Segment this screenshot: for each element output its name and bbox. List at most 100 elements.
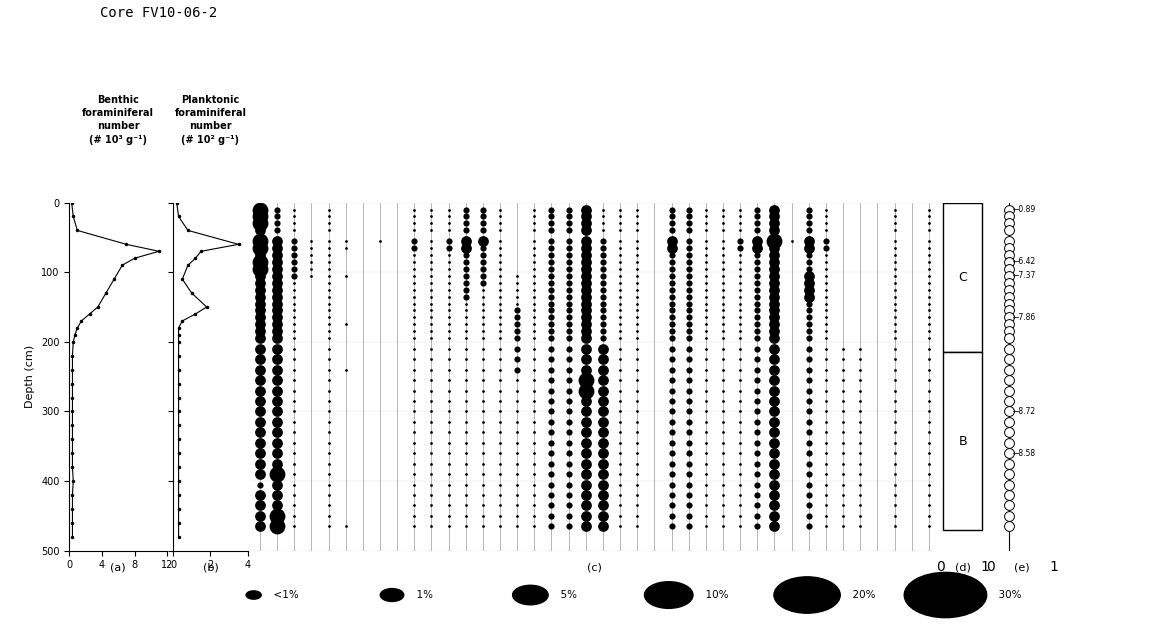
Point	[267, 406, 286, 417]
Point	[457, 204, 475, 215]
Point	[405, 344, 423, 354]
Text: 20%: 20%	[846, 590, 875, 600]
Point	[594, 305, 612, 315]
Point	[748, 333, 767, 343]
Point	[816, 417, 835, 427]
Point	[559, 225, 578, 235]
Point	[474, 204, 492, 215]
Point	[439, 448, 458, 458]
Point	[285, 417, 303, 427]
Point	[267, 277, 286, 287]
Point	[731, 448, 749, 458]
Point	[816, 256, 835, 266]
Point	[559, 291, 578, 301]
Point	[267, 211, 286, 222]
Point	[250, 263, 269, 273]
Point	[766, 298, 784, 308]
Point	[731, 480, 749, 490]
Point	[474, 511, 492, 521]
Point	[285, 305, 303, 315]
Point	[508, 490, 527, 500]
Point	[594, 242, 612, 253]
Point	[422, 480, 440, 490]
Point	[816, 375, 835, 385]
Point	[696, 490, 715, 500]
Point	[611, 396, 630, 406]
Point	[1000, 235, 1019, 246]
Point	[662, 458, 680, 468]
Point	[491, 312, 510, 322]
Point	[662, 437, 680, 448]
Point	[422, 211, 440, 222]
Point	[662, 256, 680, 266]
Point	[628, 256, 647, 266]
Point	[816, 522, 835, 532]
Point	[439, 490, 458, 500]
Point	[696, 480, 715, 490]
Point	[491, 242, 510, 253]
Point	[816, 333, 835, 343]
Point	[439, 249, 458, 260]
Point	[799, 365, 817, 375]
Point	[559, 312, 578, 322]
Point	[439, 522, 458, 532]
Point	[799, 225, 817, 235]
Point	[731, 291, 749, 301]
Point	[422, 333, 440, 343]
Point	[886, 312, 904, 322]
Point	[508, 406, 527, 417]
Point	[816, 218, 835, 229]
Point	[285, 375, 303, 385]
Point	[594, 327, 612, 337]
Text: Benthic
foraminiferal
number
(# 10³ g⁻¹): Benthic foraminiferal number (# 10³ g⁻¹)	[82, 95, 155, 144]
Point	[559, 469, 578, 479]
Point	[474, 437, 492, 448]
Point	[439, 235, 458, 246]
Point	[1000, 396, 1019, 406]
Point	[731, 406, 749, 417]
Point	[576, 235, 595, 246]
Point	[337, 365, 355, 375]
Point	[594, 333, 612, 343]
Point	[422, 344, 440, 354]
Point	[766, 218, 784, 229]
Point	[731, 344, 749, 354]
Point	[542, 256, 560, 266]
Point	[405, 406, 423, 417]
Point	[731, 327, 749, 337]
Point	[285, 298, 303, 308]
Point	[250, 522, 269, 532]
Point	[457, 417, 475, 427]
Point	[714, 385, 732, 396]
Point	[714, 490, 732, 500]
Text: 10%: 10%	[699, 590, 729, 600]
Point	[920, 256, 939, 266]
Point	[319, 298, 338, 308]
Point	[662, 427, 680, 437]
Point	[267, 427, 286, 437]
Point	[267, 417, 286, 427]
Point	[611, 427, 630, 437]
Point	[611, 406, 630, 417]
Point	[696, 458, 715, 468]
Point	[731, 427, 749, 437]
Point	[576, 437, 595, 448]
Point	[250, 204, 269, 215]
Point	[422, 406, 440, 417]
Point	[405, 437, 423, 448]
Point	[731, 458, 749, 468]
Point	[405, 469, 423, 479]
Point	[679, 448, 698, 458]
Point	[559, 511, 578, 521]
Point	[748, 365, 767, 375]
Point	[559, 427, 578, 437]
Point	[337, 522, 355, 532]
Point	[1000, 277, 1019, 287]
Point	[474, 218, 492, 229]
Point	[576, 469, 595, 479]
Point	[628, 284, 647, 294]
Point	[594, 458, 612, 468]
Point	[250, 242, 269, 253]
Point	[851, 365, 869, 375]
Point	[525, 305, 543, 315]
